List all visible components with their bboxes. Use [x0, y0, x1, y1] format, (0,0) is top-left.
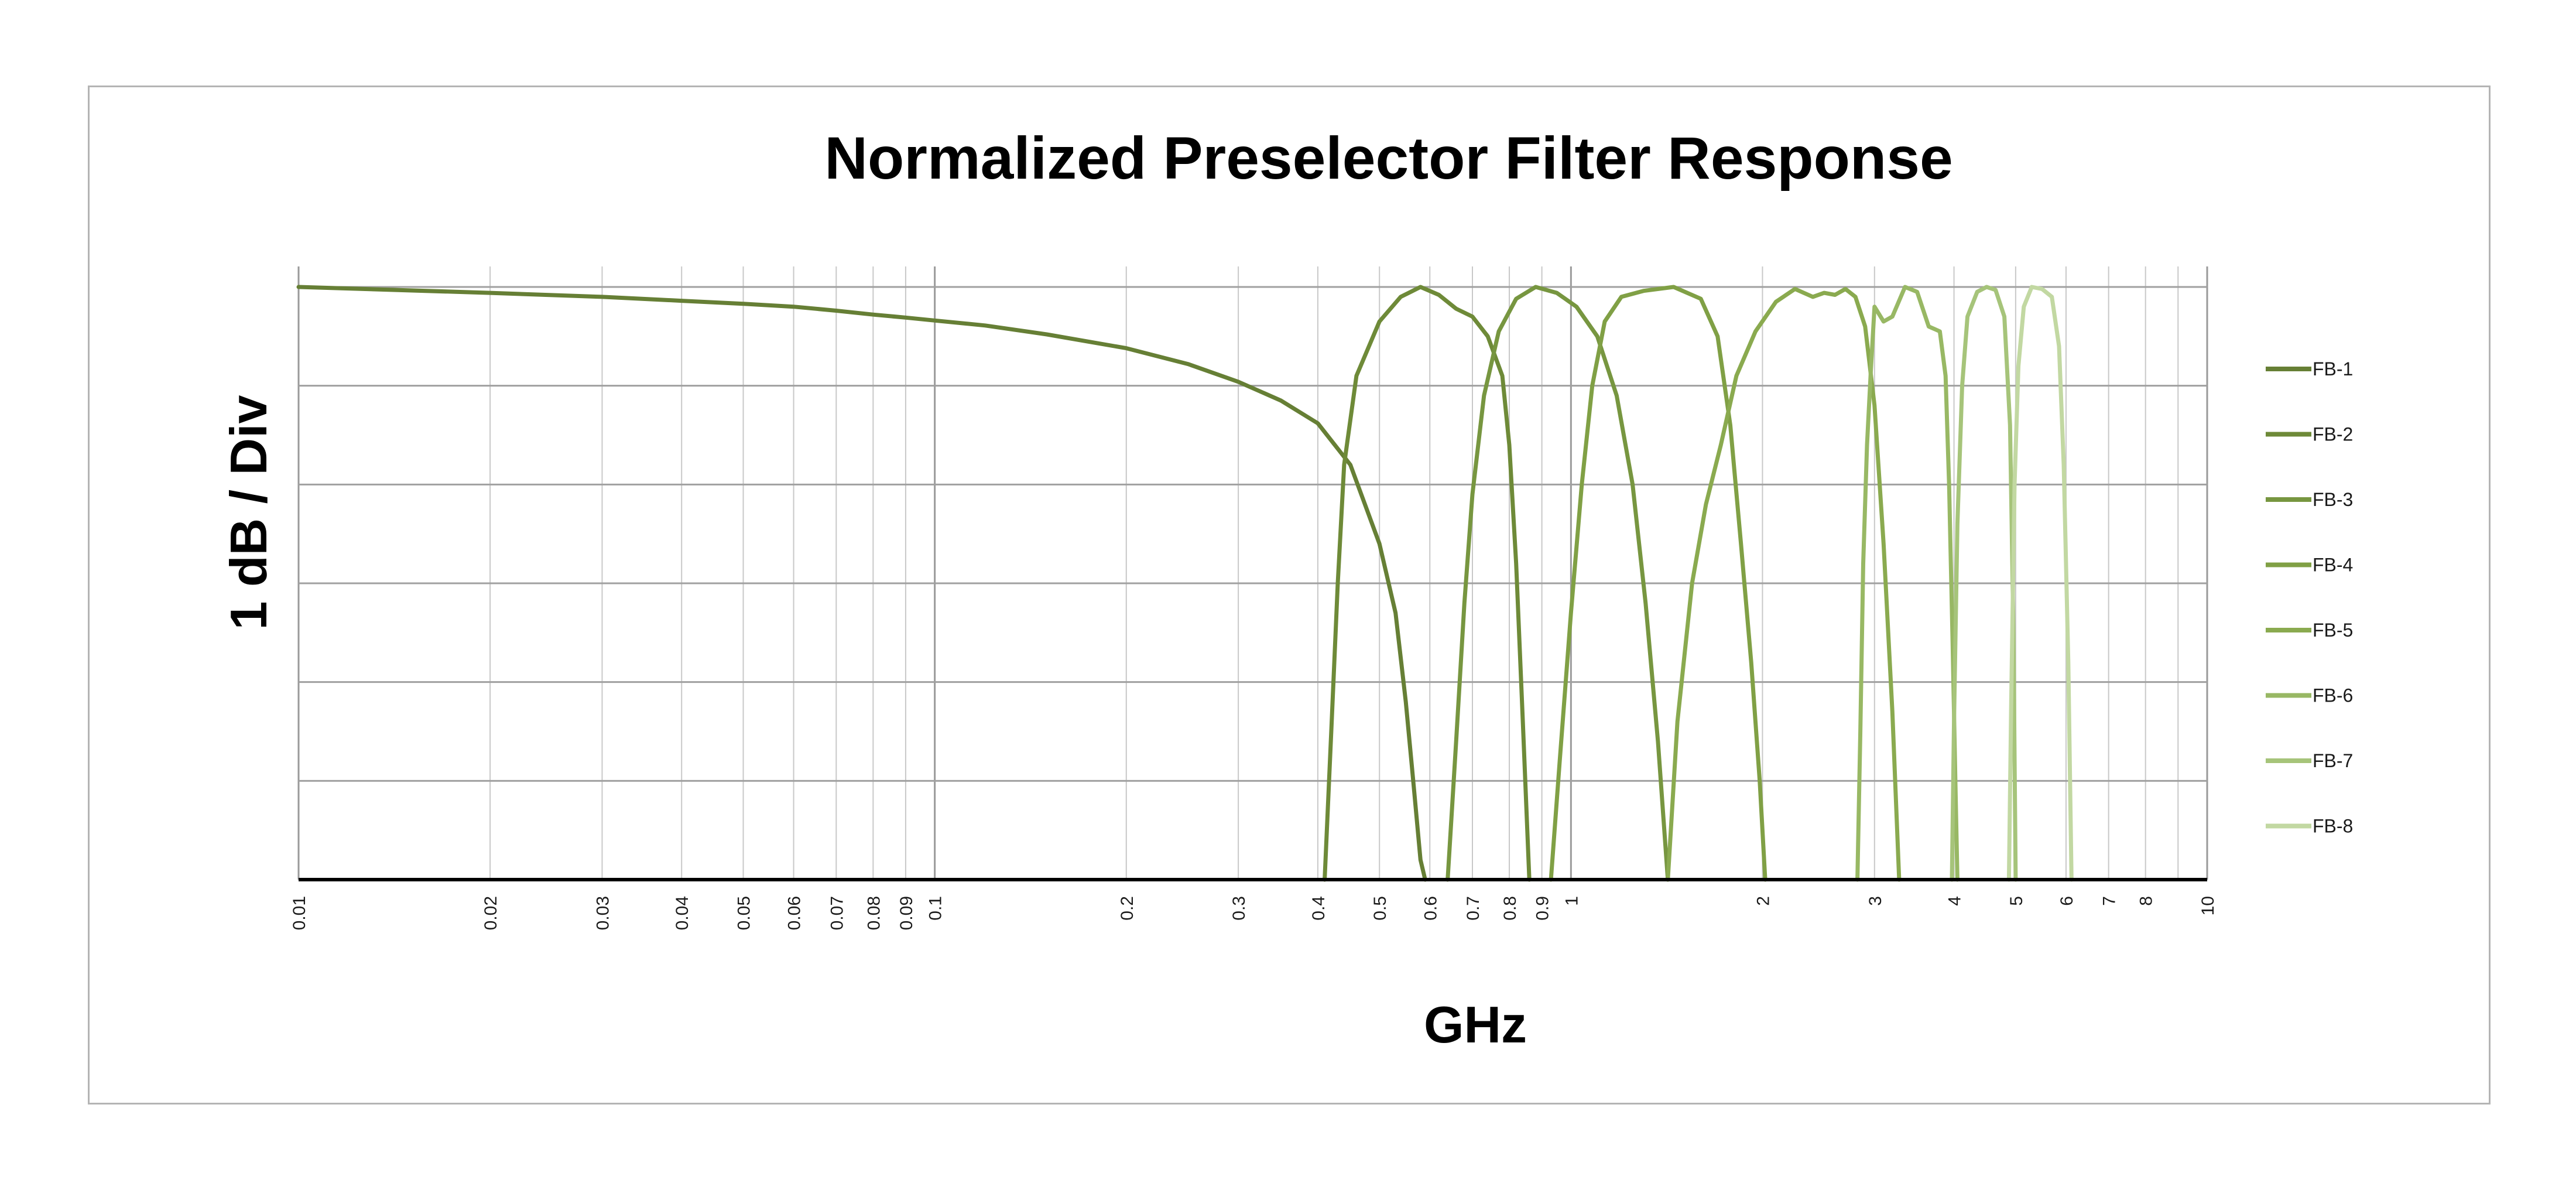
legend-label: FB-8: [2313, 816, 2353, 837]
x-tick-labels: 0.01 0.02 0.03 0.04 0.05 0.06 0.07 0.08 0.09 0.1 0…: [290, 896, 2218, 930]
x-tick-label: 3: [1866, 896, 1885, 906]
y-axis-title: 1 dB / Div: [220, 395, 278, 630]
x-tick-label: 1: [1562, 896, 1581, 906]
x-tick-label: 0.5: [1371, 896, 1390, 921]
legend-label: FB-1: [2313, 358, 2353, 379]
series-line-fb-8: [2006, 285, 2074, 882]
x-tick-label: 10: [2198, 896, 2218, 915]
x-tick-label: 0.02: [481, 896, 501, 930]
series-line-fb-3: [1445, 285, 1670, 882]
x-tick-label: 0.3: [1229, 896, 1249, 921]
legend-label: FB-2: [2313, 424, 2353, 445]
x-tick-label: 0.08: [864, 896, 883, 930]
series-line-fb-5: [1666, 286, 1902, 882]
x-tick-label: 0.01: [290, 896, 309, 930]
x-tick-label: 4: [1945, 896, 1965, 906]
grid-lines: [297, 266, 2208, 880]
chart-frame: [88, 86, 2491, 1104]
x-tick-label: 0.09: [897, 896, 916, 930]
x-tick-label: 0.1: [926, 896, 946, 921]
x-tick-label: 0.07: [827, 896, 847, 930]
x-tick-label: 0.2: [1118, 896, 1137, 921]
x-tick-label: 6: [2057, 896, 2077, 906]
x-tick-label: 0.7: [1464, 896, 1483, 921]
x-axis-title: GHz: [1424, 996, 1527, 1054]
legend-label: FB-7: [2313, 750, 2353, 771]
series-lines: [296, 285, 2074, 882]
series-line-fb-2: [1323, 285, 1532, 882]
x-tick-label: 0.05: [735, 896, 754, 930]
series-line-fb-6: [1855, 285, 1960, 882]
legend-label: FB-4: [2313, 555, 2353, 576]
x-tick-label: 0.6: [1421, 896, 1440, 921]
x-tick-label: 0.9: [1533, 896, 1553, 921]
x-tick-label: 8: [2137, 896, 2156, 906]
x-tick-label: 7: [2100, 896, 2119, 906]
legend-label: FB-6: [2313, 685, 2353, 706]
series-line-fb-7: [1950, 285, 2018, 882]
x-tick-label: 0.4: [1309, 896, 1328, 921]
series-line-fb-1: [296, 285, 1427, 882]
series-line-fb-4: [1549, 285, 1767, 882]
x-tick-label: 0.8: [1501, 896, 1520, 921]
x-tick-label: 0.03: [593, 896, 612, 930]
legend-label: FB-3: [2313, 489, 2353, 510]
x-tick-label: 2: [1753, 896, 1773, 906]
x-tick-label: 5: [2007, 896, 2026, 906]
x-tick-label: 0.04: [673, 896, 692, 930]
legend: FB-1 FB-2 FB-3 FB-4 FB-5 FB-6 FB-7 FB-8: [2266, 358, 2353, 837]
x-tick-label: 0.06: [785, 896, 804, 930]
legend-label: FB-5: [2313, 620, 2353, 641]
chart-title: Normalized Preselector Filter Response: [824, 125, 1952, 192]
